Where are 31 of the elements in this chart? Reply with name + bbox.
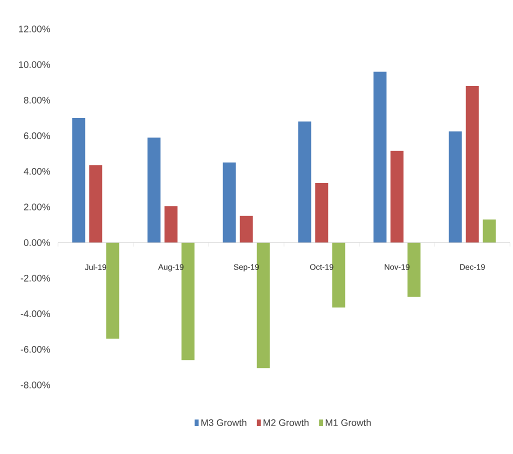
- bar: [466, 86, 479, 243]
- bar: [148, 138, 161, 243]
- legend-label: M3 Growth: [201, 419, 246, 426]
- y-tick-label: -6.00%: [20, 346, 50, 353]
- y-tick-label: 8.00%: [24, 96, 50, 104]
- y-tick-label: -2.00%: [20, 274, 50, 282]
- bar: [89, 165, 102, 243]
- y-tick-label: 4.00%: [24, 168, 50, 175]
- y-tick-label: 0.00%: [24, 239, 50, 246]
- bar: [222, 162, 236, 243]
- y-tick-label: 12.00%: [19, 26, 50, 32]
- bar: [182, 242, 195, 360]
- bar: [448, 131, 462, 243]
- bar: [482, 219, 496, 243]
- bar: [240, 216, 253, 243]
- bar: [332, 242, 346, 308]
- bar: [106, 242, 120, 339]
- bar: [315, 182, 328, 243]
- bar: [374, 72, 387, 243]
- bar: [72, 118, 86, 243]
- y-tick-label: 2.00%: [24, 204, 50, 210]
- legend-label: M1 Growth: [326, 419, 371, 426]
- legend-label: M2 Growth: [264, 419, 309, 426]
- y-tick-label: 6.00%: [24, 132, 50, 140]
- bar: [298, 122, 312, 243]
- bar: [408, 242, 421, 297]
- y-tick-label: -4.00%: [20, 310, 50, 318]
- bar: [164, 206, 178, 243]
- bar: [390, 150, 404, 243]
- y-tick-label: -8.00%: [20, 382, 50, 388]
- y-tick-label: 10.00%: [19, 61, 50, 68]
